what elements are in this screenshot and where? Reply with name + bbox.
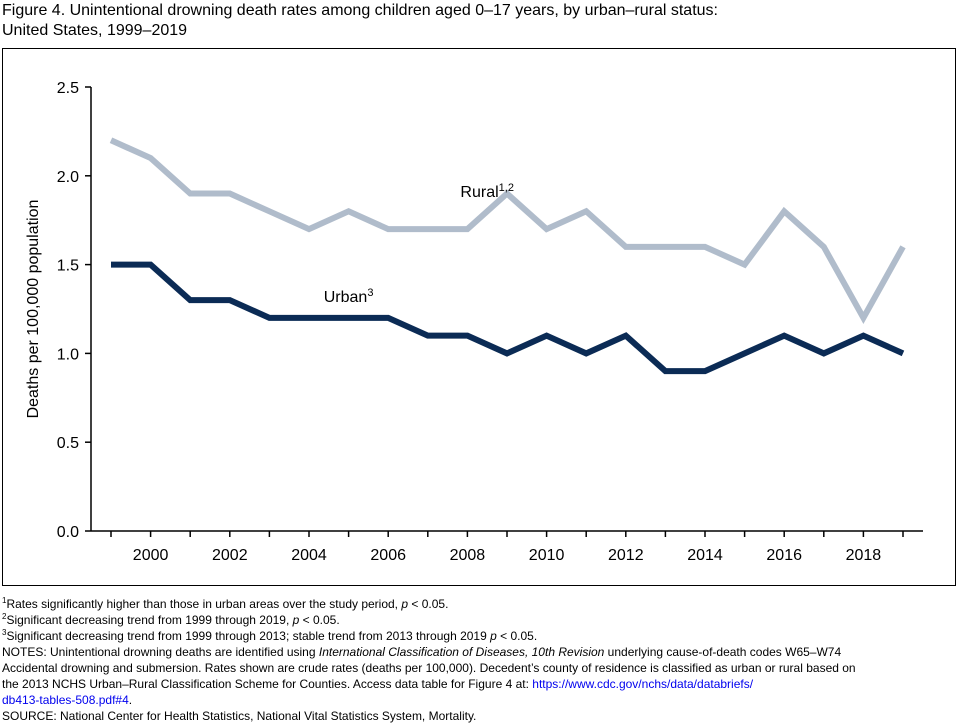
x-tick-label: 2014 [687, 547, 723, 564]
y-tick-label: 1.5 [57, 258, 79, 275]
x-tick-label: 2002 [212, 547, 248, 564]
x-tick-label: 2012 [608, 547, 644, 564]
x-tick-label: 2016 [766, 547, 802, 564]
figure-title: Figure 4. Unintentional drowning death r… [2, 1, 952, 41]
y-tick-label: 0.0 [57, 524, 79, 541]
notes-line-1: NOTES: Unintentional drowning deaths are… [2, 645, 842, 659]
chart-axes: 0.0 0.5 1.0 1.5 2.0 2.5 2000 2002 2004 2006 2008 20… [57, 80, 923, 564]
y-axis-title: Deaths per 100,000 population [25, 200, 42, 419]
y-tick-label: 0.5 [57, 435, 79, 452]
notes-line-4: db413-tables-508.pdf#4. [2, 693, 133, 707]
y-tick-label: 2.5 [57, 80, 79, 97]
notes-line-2: Accidental drowning and submersion. Rate… [2, 661, 856, 675]
footnote-3: 3Significant decreasing trend from 1999 … [2, 628, 538, 644]
x-tick-label: 2006 [370, 547, 406, 564]
chart-labels: Deaths per 100,000 population Rural1,2 Urb… [25, 182, 514, 418]
x-tick-label: 2010 [529, 547, 565, 564]
x-tick-label: 2008 [450, 547, 486, 564]
data-table-link[interactable]: https://www.cdc.gov/nchs/data/databriefs… [532, 677, 754, 691]
chart-series [109, 137, 906, 375]
line-chart: 0.0 0.5 1.0 1.5 2.0 2.5 2000 2002 2004 2006 2008 20… [25, 80, 923, 564]
source-line: SOURCE: National Center for Health Stati… [2, 709, 477, 723]
rural-series-line [109, 137, 906, 325]
urban-series-line [111, 261, 905, 375]
figure-title-line-2: United States, 1999–2019 [2, 22, 188, 39]
x-tick-label: 2000 [133, 547, 169, 564]
y-tick-label: 1.0 [57, 346, 79, 363]
urban-series-label: Urban3 [324, 287, 374, 306]
figure-title-line-1: Figure 4. Unintentional drowning death r… [2, 2, 718, 19]
rural-series-label: Rural1,2 [460, 182, 514, 201]
y-tick-label: 2.0 [57, 169, 79, 186]
data-table-link-continued[interactable]: db413-tables-508.pdf#4 [2, 693, 129, 707]
footnote-1: 1Rates significantly higher than those i… [2, 596, 449, 612]
x-tick-label: 2018 [846, 547, 882, 564]
chart-frame: 0.0 0.5 1.0 1.5 2.0 2.5 2000 2002 2004 2006 2008 20… [2, 48, 956, 586]
footnote-2: 2Significant decreasing trend from 1999 … [2, 612, 340, 628]
figure-notes: 1Rates significantly higher than those i… [2, 596, 956, 724]
x-tick-label: 2004 [291, 547, 327, 564]
notes-line-3: the 2013 NCHS Urban–Rural Classification… [2, 677, 754, 691]
